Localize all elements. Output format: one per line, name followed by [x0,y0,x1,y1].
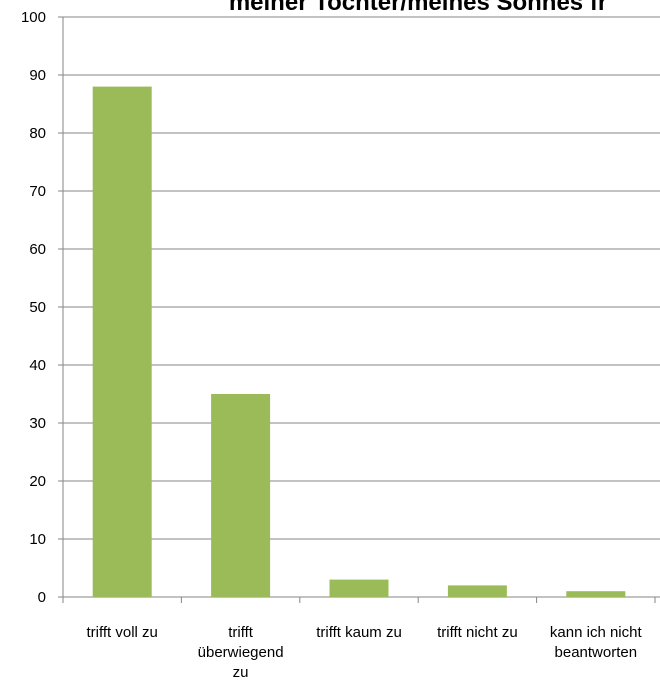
y-tick-label: 0 [38,589,46,606]
x-category-label-line: überwiegend [198,644,284,661]
y-tick-label: 100 [21,9,46,26]
x-category-label: kann ich nicht beantworten [550,624,643,661]
x-category-label: trifft nicht zu [437,624,518,641]
x-category-label-line: trifft voll zu [86,624,157,641]
x-category-label-line: kann ich nicht [550,624,643,641]
bar [447,585,507,597]
x-category-label: trifft kaum zu [316,624,402,641]
y-tick-label: 50 [29,299,46,316]
y-tick-label: 80 [29,125,46,142]
y-tick-label: 60 [29,241,46,258]
x-category-label-line: trifft kaum zu [316,624,402,641]
y-tick-label: 90 [29,67,46,84]
bar [329,579,389,597]
x-category-label-line: zu [233,664,249,681]
y-tick-label: 30 [29,415,46,432]
gridlines [63,16,660,540]
x-category-label-line: beantworten [555,644,638,661]
bar [211,394,271,597]
x-category-label-line: trifft [228,624,254,641]
y-tick-label: 10 [29,531,46,548]
bar [566,591,626,597]
y-tick-label: 70 [29,183,46,200]
bars [92,86,626,597]
y-tick-label: 40 [29,357,46,374]
bar [92,86,152,597]
x-category-label-line: trifft nicht zu [437,624,518,641]
x-category-label: trifft überwiegend zu [198,624,284,681]
y-tick-labels: 0 10 20 30 40 50 60 70 80 90 100 [21,9,46,606]
chart-title: meiner Tochter/meines Sohnes fr [229,0,607,16]
x-category-labels: trifft voll zu trifft überwiegend zu trifft … [86,624,642,681]
x-category-label: trifft voll zu [86,624,157,641]
y-tick-label: 20 [29,473,46,490]
